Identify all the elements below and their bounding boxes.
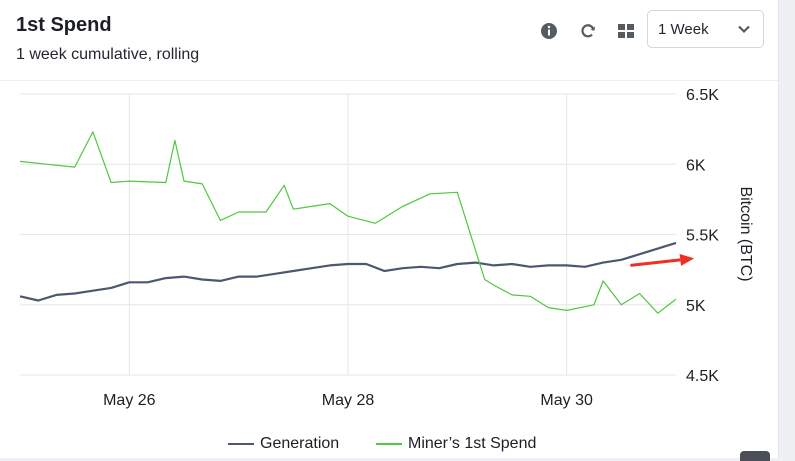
- chart-legend: Generation Miner’s 1st Spend: [0, 432, 778, 456]
- chevron-down-icon: [737, 22, 751, 41]
- header-divider: [0, 80, 778, 81]
- scroll-top-button[interactable]: [740, 451, 770, 461]
- x-tick-label: May 30: [540, 392, 593, 409]
- legend-swatch-generation: [228, 443, 254, 445]
- y-tick-label: 5.5K: [686, 228, 719, 245]
- annotation-arrow: [630, 258, 681, 267]
- legend-label-first-spend: Miner’s 1st Spend: [408, 435, 537, 452]
- x-tick-label: May 26: [103, 392, 156, 409]
- refresh-icon[interactable]: [577, 20, 599, 42]
- annotation-arrow-head: [679, 254, 695, 266]
- y-axis-label: Bitcoin (BTC): [737, 186, 754, 281]
- line-chart: 4.5K 5K 5.5K 6K 6.5K May 26 May 28 May 30 Bitco…: [19, 87, 754, 409]
- x-tick-label: May 28: [322, 392, 375, 409]
- chart-card: 1st Spend 1 week cumulative, rolling 1 W…: [0, 0, 779, 458]
- legend-item-first-spend[interactable]: Miner’s 1st Spend: [376, 432, 536, 456]
- y-tick-label: 4.5K: [686, 368, 719, 385]
- legend-label-generation: Generation: [260, 435, 340, 452]
- range-select[interactable]: 1 Week: [647, 10, 764, 48]
- series-line-generation: [19, 241, 677, 302]
- y-tick-label: 5K: [686, 298, 706, 315]
- chart-subtitle: 1 week cumulative, rolling: [16, 46, 200, 63]
- chart-title: 1st Spend: [16, 14, 112, 36]
- info-icon[interactable]: [538, 20, 560, 42]
- legend-item-generation[interactable]: Generation: [228, 432, 339, 456]
- legend-swatch-first-spend: [376, 443, 402, 445]
- range-select-value: 1 Week: [658, 21, 709, 38]
- series-line-first-spend: [19, 131, 677, 314]
- grid-icon[interactable]: [615, 20, 637, 42]
- y-tick-label: 6.5K: [686, 87, 719, 104]
- y-tick-label: 6K: [686, 157, 706, 174]
